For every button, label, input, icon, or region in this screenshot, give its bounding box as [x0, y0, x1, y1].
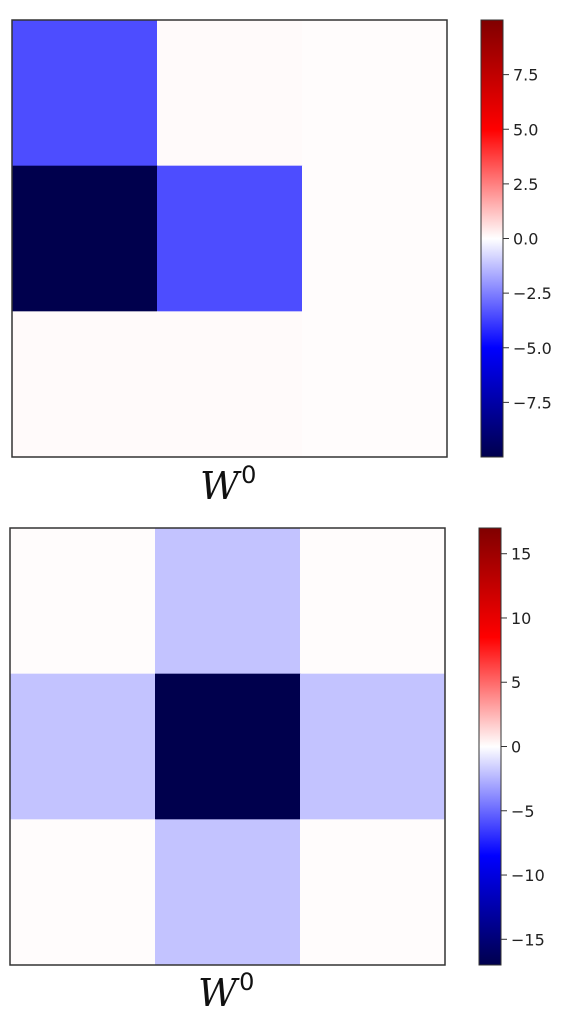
- heatmap-2-svg: 15 10 5 0 −5 −10 −15 W0: [0, 510, 586, 1022]
- heatmap-1-cell-r2-c1: [157, 311, 303, 457]
- heatmap-2-cell-r0-c1: [155, 528, 301, 674]
- colorbar-1-tick-label: 2.5: [513, 175, 538, 194]
- heatmap-1-svg: 7.5 5.0 2.5 0.0 −2.5 −5.0 −7.5 W0: [0, 0, 586, 510]
- colorbar-1-tick-label: −7.5: [513, 393, 552, 412]
- colorbar-2-tick-label: 0: [511, 738, 521, 757]
- colorbar-2-tick-label: 5: [511, 673, 521, 692]
- colorbar-1: [481, 20, 503, 457]
- colorbar-1-tick-label: −5.0: [513, 339, 552, 358]
- colorbar-2-tick-label: −5: [511, 802, 535, 821]
- heatmap-2-cell-r1-c2: [300, 674, 446, 820]
- heatmap-2-cell-r2-c0: [10, 819, 156, 965]
- colorbar-2: [479, 528, 501, 965]
- heatmap-1-cell-r2-c2: [302, 311, 448, 457]
- heatmap-2-cell-r0-c2: [300, 528, 446, 674]
- heatmap-1-cell-r2-c0: [12, 311, 158, 457]
- heatmap-2-cell-r2-c1: [155, 819, 301, 965]
- colorbar-2-tick-label: −15: [511, 930, 545, 949]
- heatmap-1-cell-r0-c0: [12, 20, 158, 166]
- colorbar-1-ticks: 7.5 5.0 2.5 0.0 −2.5 −5.0 −7.5: [503, 66, 552, 413]
- colorbar-2-tick-label: 15: [511, 545, 531, 564]
- heatmap-1-cell-r0-c1: [157, 20, 303, 166]
- heatmap-2-cells: [10, 528, 446, 966]
- colorbar-1-tick-label: 0.0: [513, 230, 538, 249]
- heatmap-1-cell-r1-c1: [157, 166, 303, 312]
- heatmap-2-cell-r2-c2: [300, 819, 446, 965]
- colorbar-1-tick-label: 5.0: [513, 120, 538, 139]
- colorbar-1-tick-label: −2.5: [513, 284, 552, 303]
- colorbar-2-ticks: 15 10 5 0 −5 −10 −15: [501, 545, 545, 950]
- heatmap-2-cell-r1-c0: [10, 674, 156, 820]
- heatmap-1-cell-r1-c0: [12, 166, 158, 312]
- colorbar-2-tick-label: −10: [511, 866, 545, 885]
- heatmap-2-cell-r1-c1: [155, 674, 301, 820]
- x-axis-label-1: W0: [200, 461, 256, 508]
- heatmap-1-cell-r1-c2: [302, 166, 448, 312]
- heatmap-2-cell-r0-c0: [10, 528, 156, 674]
- x-axis-label-2: W0: [198, 968, 254, 1015]
- heatmap-1-cells: [12, 20, 448, 458]
- heatmap-figure-1: 7.5 5.0 2.5 0.0 −2.5 −5.0 −7.5 W0: [0, 0, 586, 510]
- colorbar-1-tick-label: 7.5: [513, 66, 538, 85]
- colorbar-2-tick-label: 10: [511, 609, 531, 628]
- heatmap-1-cell-r0-c2: [302, 20, 448, 166]
- heatmap-figure-2: 15 10 5 0 −5 −10 −15 W0: [0, 510, 586, 1022]
